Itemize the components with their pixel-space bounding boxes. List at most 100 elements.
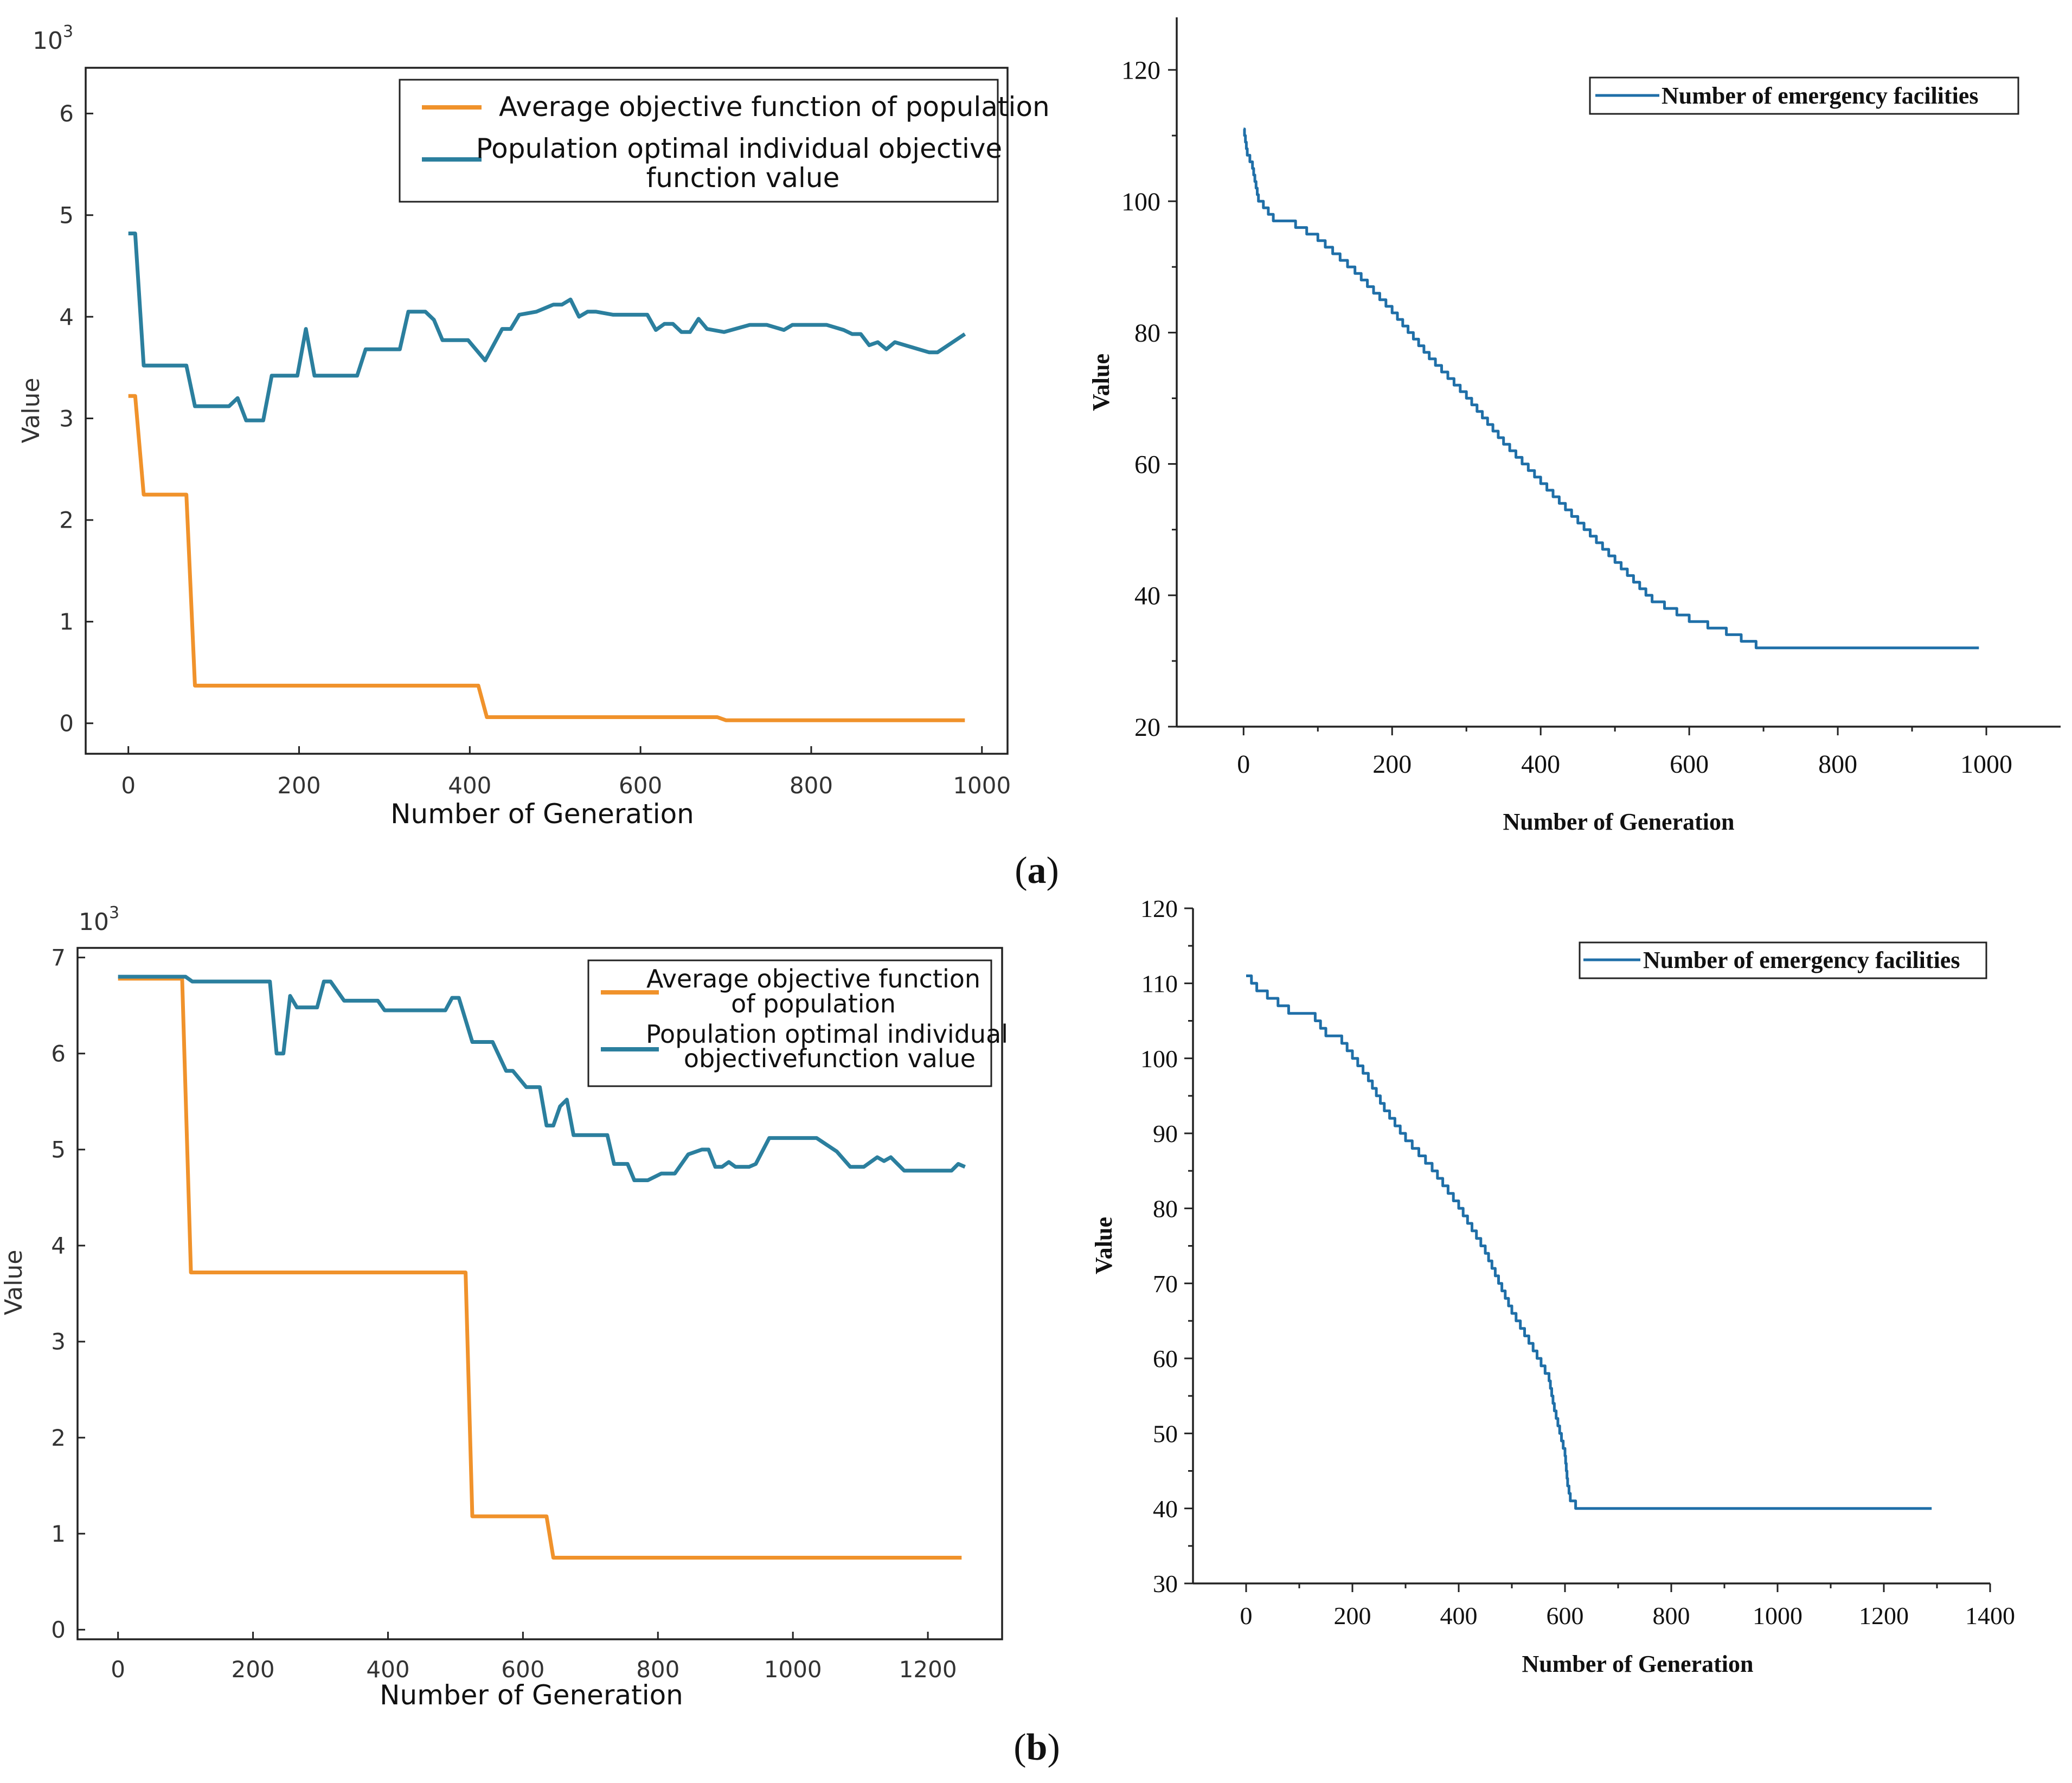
y-exponent-base: 10 bbox=[79, 908, 109, 936]
x-tick-label: 0 bbox=[1237, 750, 1250, 779]
y-tick-label: 5 bbox=[51, 1137, 66, 1163]
y-axis-label: Value bbox=[1088, 354, 1114, 411]
y-tick-label: 60 bbox=[1134, 450, 1160, 479]
x-tick-label: 800 bbox=[1818, 750, 1857, 779]
legend-label-optimal: Population optimal individual bbox=[646, 1019, 1008, 1049]
y-tick-label: 40 bbox=[1153, 1495, 1178, 1523]
legend-label-optimal: Population optimal individual objective bbox=[476, 133, 1002, 164]
x-tick-label: 200 bbox=[277, 772, 320, 799]
x-axis: 0 200 400 600 800 1000 bbox=[121, 746, 1011, 799]
y-tick-label: 90 bbox=[1153, 1120, 1178, 1147]
y-exponent-power: 3 bbox=[109, 903, 119, 922]
x-tick-label: 600 bbox=[619, 772, 662, 799]
y-tick-label: 0 bbox=[59, 710, 74, 736]
y-axis: 0 1 2 3 4 5 6 bbox=[59, 100, 93, 736]
plot-frame bbox=[85, 67, 1009, 755]
plot-frame bbox=[76, 947, 1003, 1640]
series-lines bbox=[1243, 127, 1979, 650]
y-tick-label: 6 bbox=[51, 1040, 66, 1067]
y-tick-label: 30 bbox=[1153, 1570, 1178, 1598]
x-tick-label: 1000 bbox=[1753, 1602, 1802, 1630]
y-tick-label: 2 bbox=[59, 507, 74, 534]
panel-label-b: (b) bbox=[1013, 1727, 1060, 1768]
x-axis-label: Number of Generation bbox=[1522, 1651, 1754, 1677]
legend-label-optimal-line2: function value bbox=[646, 162, 840, 194]
y-axis: 20 40 60 80 100 120 bbox=[1121, 56, 1177, 742]
y-tick-label: 100 bbox=[1121, 188, 1160, 216]
x-tick-label: 0 bbox=[111, 1656, 125, 1683]
y-exponent: 103 bbox=[33, 22, 73, 55]
chart-a-right: 0 200 400 600 800 1000 20 40 60 80 100 120 Value N… bbox=[1088, 17, 2061, 835]
legend-box bbox=[587, 959, 992, 1087]
x-tick-label: 1000 bbox=[953, 772, 1011, 799]
legend: Average objective function of population… bbox=[399, 79, 1050, 203]
y-tick-label: 50 bbox=[1153, 1420, 1178, 1447]
y-tick-label: 60 bbox=[1153, 1345, 1178, 1372]
y-axis-label: Value bbox=[1090, 1217, 1117, 1274]
series-lines bbox=[1246, 974, 1932, 1510]
x-tick-label: 1000 bbox=[1960, 750, 2012, 779]
y-exponent-base: 10 bbox=[33, 27, 63, 55]
x-tick-label: 1000 bbox=[764, 1656, 822, 1683]
panel-label-b-letter: b bbox=[1027, 1727, 1048, 1768]
x-tick-label: 800 bbox=[1653, 1602, 1690, 1630]
x-tick-label: 200 bbox=[231, 1656, 274, 1683]
y-tick-label: 2 bbox=[51, 1425, 66, 1451]
y-tick-label: 80 bbox=[1134, 319, 1160, 348]
y-tick-label: 40 bbox=[1134, 582, 1160, 611]
x-axis: 0 200 400 600 800 1000 1200 1400 bbox=[1240, 1583, 2015, 1630]
series-line-1 bbox=[118, 977, 962, 1560]
y-tick-label: 3 bbox=[51, 1329, 66, 1355]
legend-label-average: Average objective function bbox=[646, 964, 980, 993]
series-line-2 bbox=[128, 232, 966, 422]
y-tick-label: 120 bbox=[1140, 895, 1178, 922]
x-axis-label: Number of Generation bbox=[380, 1679, 683, 1711]
y-tick-label: 110 bbox=[1141, 970, 1178, 997]
series-line-1 bbox=[1243, 127, 1979, 650]
legend-box bbox=[1579, 941, 1987, 979]
legend-box bbox=[399, 79, 999, 203]
x-axis-label: Number of Generation bbox=[390, 798, 694, 830]
legend: Average objective function of population… bbox=[587, 959, 1008, 1087]
y-tick-label: 5 bbox=[59, 202, 74, 228]
x-tick-label: 600 bbox=[1547, 1602, 1584, 1630]
x-axis: 0 200 400 600 800 1000 bbox=[1237, 727, 2012, 779]
legend: Number of emergency facilities bbox=[1589, 76, 2019, 115]
y-exponent-power: 3 bbox=[63, 22, 73, 41]
y-tick-label: 70 bbox=[1153, 1270, 1178, 1298]
x-tick-label: 400 bbox=[366, 1656, 409, 1683]
x-tick-label: 1200 bbox=[899, 1656, 957, 1683]
legend-label-facilities: Number of emergency facilities bbox=[1662, 82, 1978, 109]
y-tick-label: 20 bbox=[1134, 713, 1160, 742]
x-tick-label: 0 bbox=[121, 772, 136, 799]
y-exponent: 103 bbox=[79, 903, 119, 936]
legend-label-optimal-line2: objectivefunction value bbox=[684, 1044, 976, 1073]
y-tick-label: 100 bbox=[1140, 1045, 1178, 1073]
y-tick-label: 7 bbox=[51, 944, 66, 971]
y-tick-label: 1 bbox=[59, 608, 74, 635]
x-tick-label: 1400 bbox=[1965, 1602, 2015, 1630]
y-axis-label: Value bbox=[17, 378, 45, 444]
panel-label-a-letter: a bbox=[1028, 850, 1047, 892]
y-axis: 30 40 50 60 70 80 90 100 110 120 bbox=[1140, 895, 1193, 1598]
y-tick-label: 1 bbox=[51, 1521, 66, 1547]
x-tick-label: 600 bbox=[1670, 750, 1709, 779]
series-lines bbox=[118, 974, 966, 1560]
y-tick-label: 4 bbox=[51, 1233, 66, 1259]
panel-label-a: (a) bbox=[1015, 850, 1059, 892]
x-tick-label: 400 bbox=[1521, 750, 1560, 779]
x-tick-label: 200 bbox=[1334, 1602, 1371, 1630]
x-tick-label: 400 bbox=[448, 772, 491, 799]
y-tick-label: 6 bbox=[59, 100, 74, 127]
series-line-1 bbox=[128, 394, 965, 722]
legend-box bbox=[1589, 76, 2019, 115]
y-tick-label: 3 bbox=[59, 405, 74, 432]
y-axis-label: Value bbox=[0, 1250, 28, 1316]
x-tick-label: 400 bbox=[1440, 1602, 1478, 1630]
x-axis-label: Number of Generation bbox=[1503, 809, 1735, 835]
series-line-2 bbox=[118, 974, 966, 1182]
y-tick-label: 0 bbox=[51, 1617, 66, 1643]
